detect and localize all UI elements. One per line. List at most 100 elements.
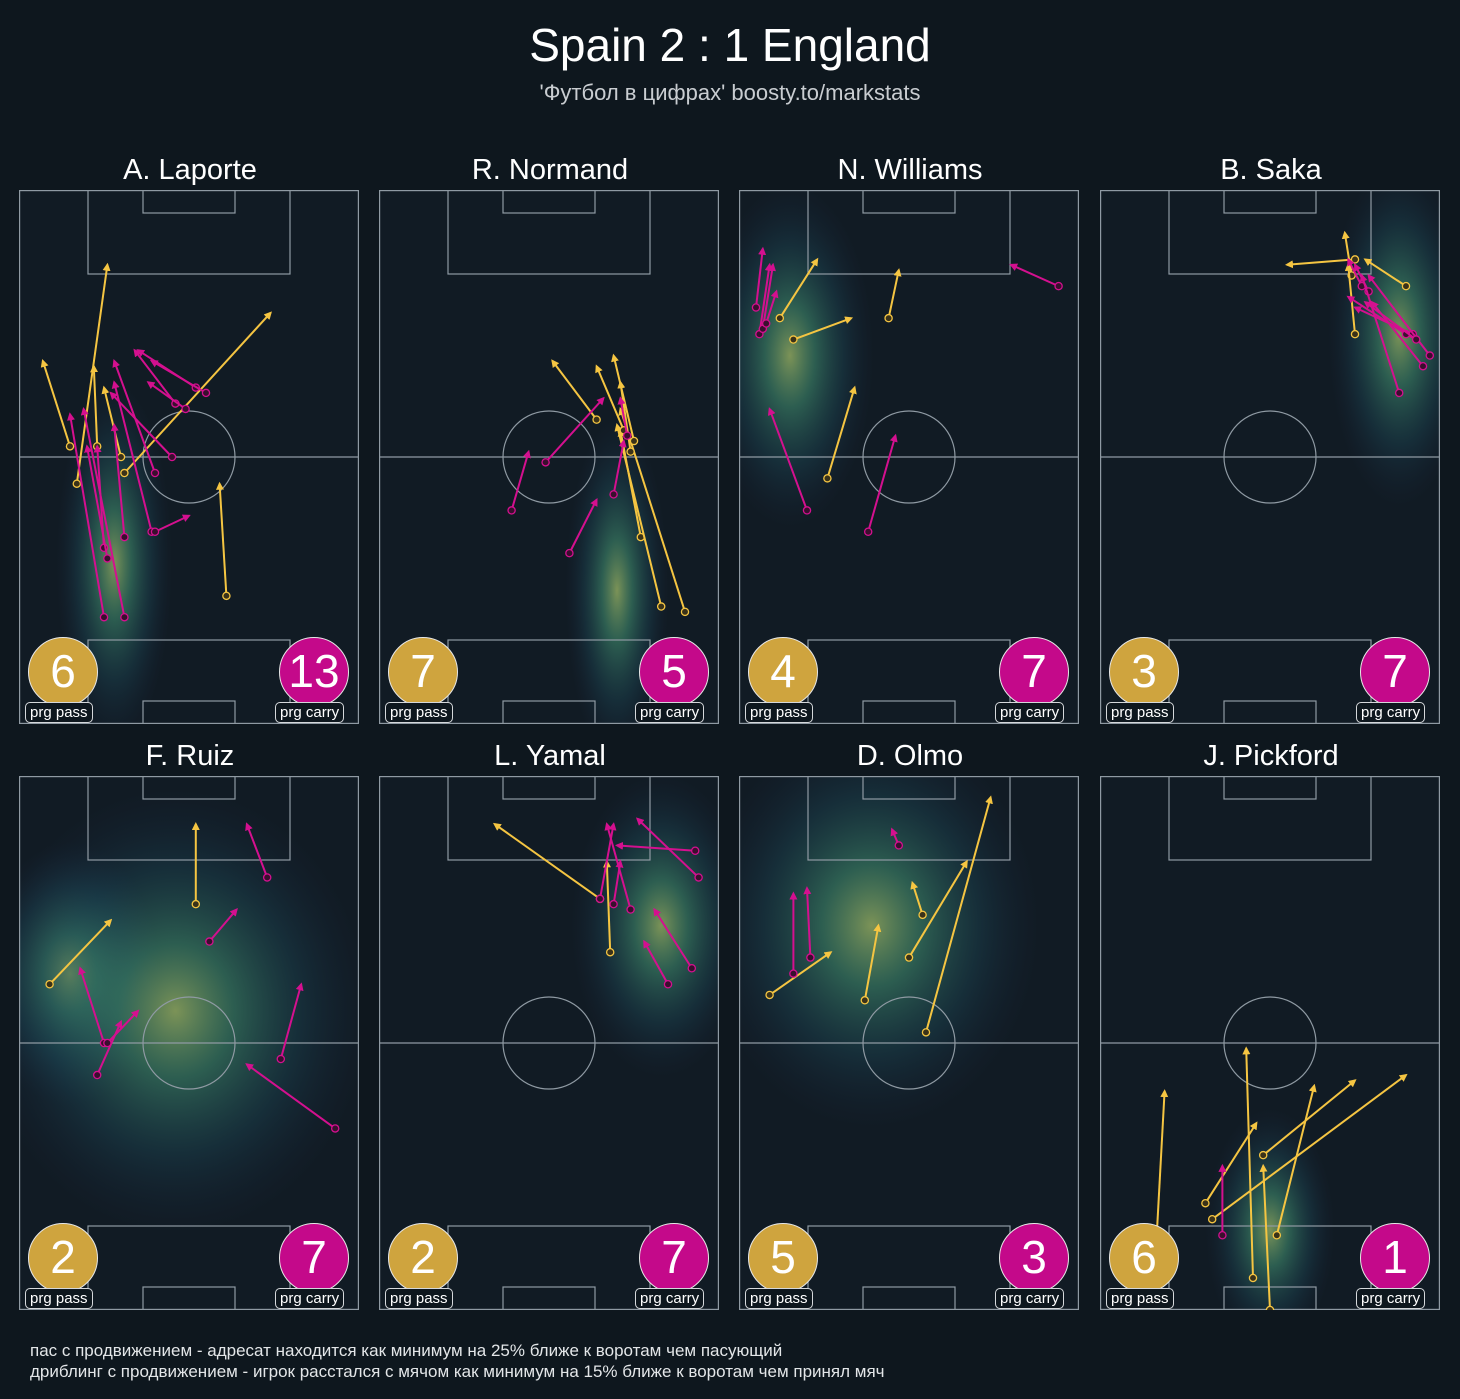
pass-arrow [48, 918, 113, 985]
prg-pass-count: 6 [28, 637, 98, 707]
player-name: R. Normand [471, 154, 629, 186]
pass-arrow [90, 364, 99, 447]
prg-carry-count: 13 [279, 637, 349, 707]
penalty-area-top [807, 776, 1011, 861]
pass-start-point [1272, 1230, 1282, 1240]
player-name: F. Ruiz [145, 740, 235, 772]
penalty-area-top [1168, 776, 1372, 861]
carry-arrow [568, 497, 598, 554]
pass-arrow [863, 923, 882, 1001]
prg-carry-label: prg carry [275, 1288, 345, 1309]
carry-start-point [150, 527, 160, 537]
carry-arrow [510, 449, 531, 511]
pass-start-point [1248, 1273, 1258, 1283]
carry-start-point [1418, 361, 1428, 371]
carry-arrow [867, 433, 898, 533]
six-yard-box-bottom [502, 1286, 596, 1310]
pass-start-point [789, 335, 798, 344]
pass-start-point [65, 442, 75, 451]
pass-start-point [222, 591, 231, 601]
carry-arrow [617, 396, 629, 436]
six-yard-box-top [1223, 776, 1317, 800]
pass-start-point [1401, 281, 1411, 291]
carry-arrow [643, 939, 669, 985]
pass-arrow [215, 481, 228, 596]
prg-pass-count: 7 [388, 637, 458, 707]
player-name: A. Laporte [123, 154, 257, 186]
penalty-area-top [447, 190, 651, 275]
pass-start-point [72, 479, 82, 488]
carry-arrow [106, 1009, 140, 1044]
carry-start-point [622, 431, 632, 440]
player-name: N. Williams [837, 154, 983, 186]
carry-arrow [133, 348, 177, 405]
carry-start-point [761, 319, 771, 328]
carry-start-point [205, 937, 214, 946]
carry-arrow [765, 289, 779, 324]
centre-circle [862, 996, 956, 1090]
carry-start-point [1218, 1230, 1227, 1240]
carry-arrow [245, 1063, 336, 1130]
legend-footer: пас с продвижением - адресат находится к… [30, 1340, 885, 1382]
pass-arrow [1363, 258, 1407, 287]
prg-carry-count: 3 [999, 1223, 1069, 1293]
penalty-area-top [447, 776, 651, 861]
carry-arrow [544, 396, 605, 464]
carry-arrow [1367, 273, 1431, 357]
prg-pass-label: prg pass [25, 1288, 93, 1309]
carry-arrow [67, 412, 105, 618]
carry-arrow [599, 822, 617, 899]
pass-start-point [1265, 1305, 1275, 1310]
carry-start-point [687, 963, 697, 973]
pass-arrow [1259, 1163, 1271, 1310]
prg-carry-label: prg carry [635, 702, 705, 723]
carry-arrow [154, 514, 191, 533]
carry-start-point [276, 1054, 286, 1064]
carry-arrow [109, 391, 173, 458]
centre-circle [862, 410, 956, 504]
pass-start-point [823, 474, 832, 483]
player-panel: D. Olmo 5 prg pass 3 prg carry [739, 740, 1081, 1324]
pass-arrow [1285, 258, 1356, 269]
six-yard-box-bottom [142, 1286, 236, 1310]
heat-zone [56, 381, 173, 724]
prg-pass-label: prg pass [25, 702, 93, 723]
six-yard-box-top [502, 776, 596, 800]
six-yard-box-bottom [1223, 700, 1317, 724]
carry-arrow [1347, 257, 1363, 287]
pass-arrow [1211, 1073, 1408, 1221]
carry-arrow [149, 359, 207, 394]
carry-arrow [758, 262, 773, 335]
carry-arrow [208, 907, 238, 943]
pass-arrow [603, 859, 612, 953]
carry-start-point [663, 980, 673, 989]
carry-arrow [111, 380, 153, 533]
pass-arrow [826, 385, 857, 479]
pass-arrow [614, 423, 663, 607]
six-yard-box-top [862, 776, 956, 800]
pass-start-point [120, 468, 129, 478]
centre-circle [1223, 996, 1317, 1090]
prg-carry-label: prg carry [995, 1288, 1065, 1309]
carry-arrow [1009, 263, 1060, 288]
pass-start-point [629, 436, 639, 446]
pass-start-point [45, 980, 54, 989]
pass-start-point [1350, 329, 1360, 339]
pass-arrow [551, 359, 598, 421]
pass-arrow [40, 358, 71, 447]
prg-pass-count: 5 [748, 1223, 818, 1293]
carry-start-point [181, 404, 190, 414]
carry-arrow [755, 246, 767, 308]
pass-arrow [1242, 1046, 1254, 1278]
pitch [739, 190, 1079, 724]
pass-arrow [778, 257, 819, 319]
player-panel: N. Williams 4 prg pass 7 prg carry [739, 154, 1081, 738]
carry-start-point [541, 458, 550, 467]
pitch [1100, 190, 1440, 724]
pass-arrow [1275, 1083, 1317, 1236]
prg-pass-count: 3 [1109, 637, 1179, 707]
carry-arrow [612, 439, 627, 495]
pass-start-point [191, 899, 201, 909]
pass-start-point [1207, 1214, 1217, 1224]
carry-start-point [507, 506, 516, 515]
